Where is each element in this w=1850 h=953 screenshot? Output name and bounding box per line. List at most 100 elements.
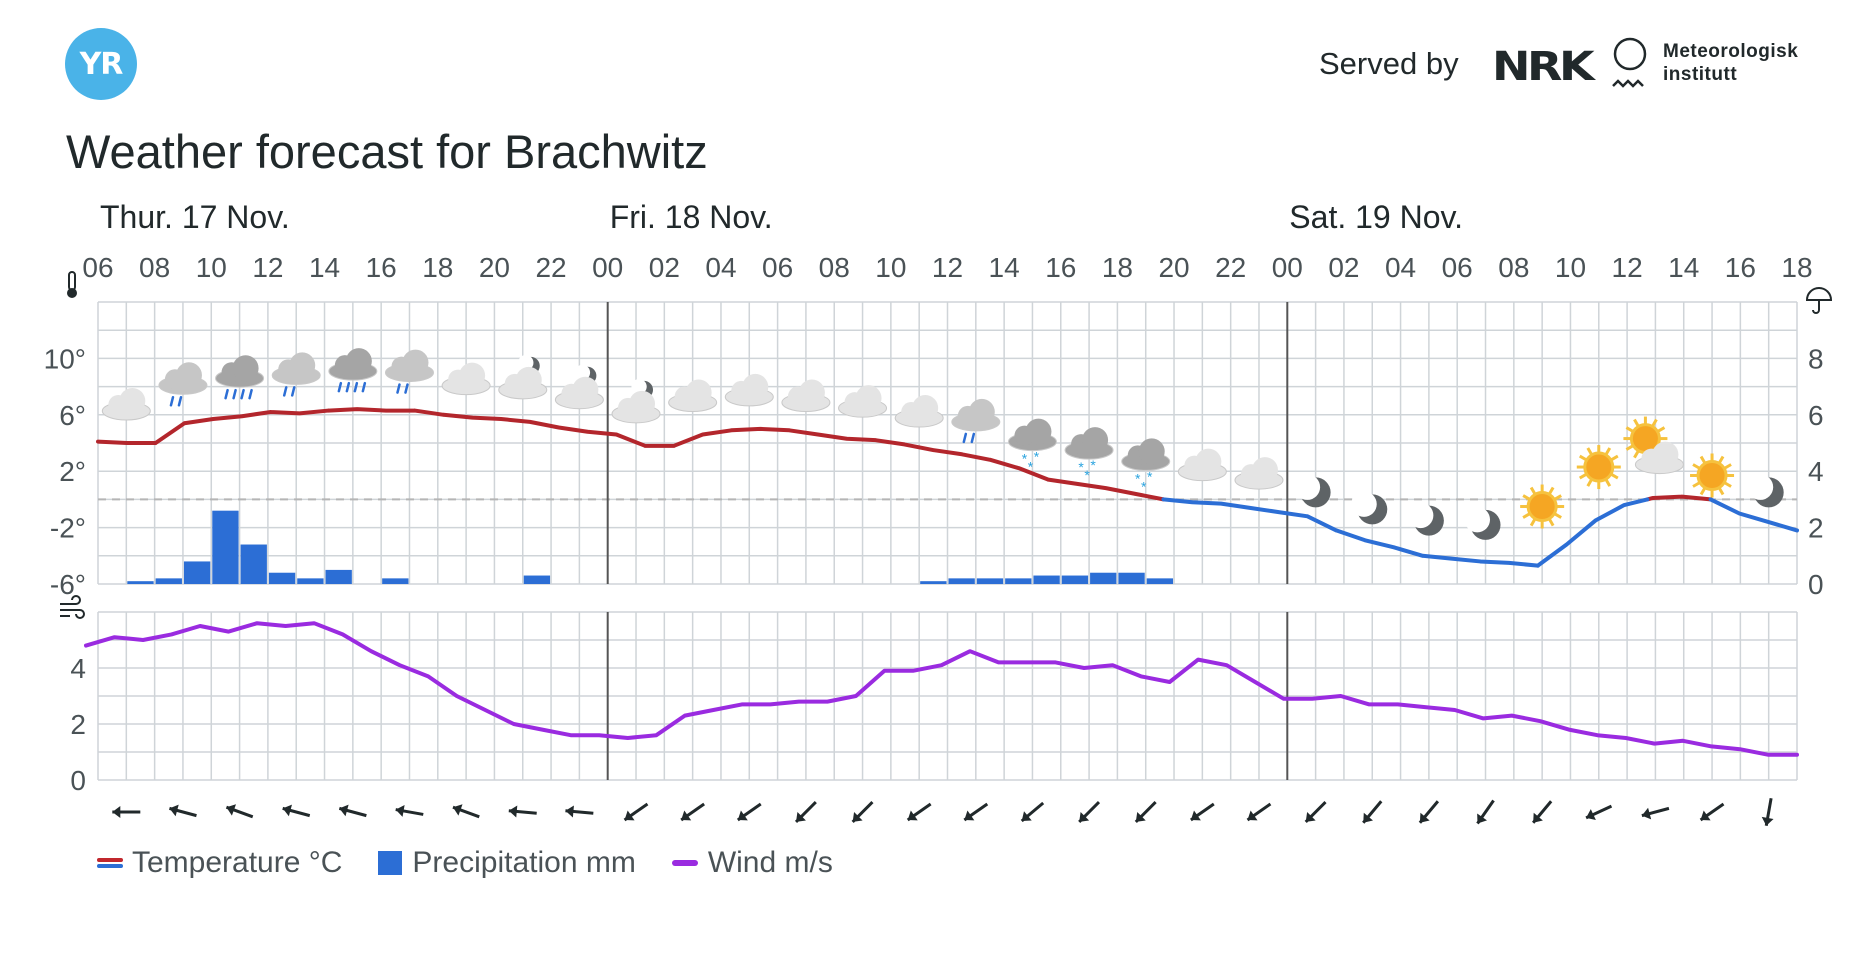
wind-direction-arrow xyxy=(1476,799,1495,825)
cloud-shape xyxy=(855,385,882,412)
wind-direction-arrow xyxy=(1078,801,1101,823)
page-title: Weather forecast for Brachwitz xyxy=(66,125,708,178)
hour-label: 06 xyxy=(1442,252,1473,283)
hour-label: 04 xyxy=(1385,252,1416,283)
arrow-head xyxy=(624,810,635,821)
weather-symbol-rain xyxy=(328,348,378,393)
cloud-shape xyxy=(289,352,316,379)
arrow-head xyxy=(226,804,236,816)
wind-direction-arrow xyxy=(680,802,705,822)
precipitation-bar xyxy=(523,575,551,584)
snow-flake: * xyxy=(1022,451,1028,467)
sun-ray xyxy=(1578,473,1587,480)
wind-direction-arrow xyxy=(1532,800,1553,824)
weather-symbol-cloudy xyxy=(441,362,491,396)
rain-drop xyxy=(282,386,288,397)
sun-ray xyxy=(1554,512,1562,519)
snow-flake: * xyxy=(1147,468,1153,484)
umbrella-icon xyxy=(1805,287,1833,314)
precipitation-swatch xyxy=(378,851,403,875)
snow-flake: * xyxy=(1084,467,1090,483)
hour-label: 14 xyxy=(309,252,340,283)
hour-label: 08 xyxy=(139,252,170,283)
rain-drop xyxy=(404,383,409,394)
temperature-tick-label: -6° xyxy=(50,569,86,600)
weather-symbol-moon xyxy=(1464,506,1501,540)
yr-logo[interactable]: YR xyxy=(65,28,137,100)
weather-symbol-cloudy xyxy=(894,395,944,428)
precipitation-bar xyxy=(155,578,182,584)
wind-direction-arrow xyxy=(282,804,311,818)
sun-ray xyxy=(1718,487,1725,496)
wind-direction-arrow xyxy=(395,805,424,817)
weather-symbol-cloudy xyxy=(781,379,831,413)
wind-direction-arrow xyxy=(906,802,932,822)
umbrella-icon-handle xyxy=(1812,300,1820,314)
sun-ray xyxy=(1548,486,1555,495)
hour-label: 02 xyxy=(1328,252,1359,283)
sun-ray xyxy=(1633,418,1640,427)
precipitation-bar xyxy=(325,569,352,584)
rain-drop xyxy=(345,381,351,393)
wind-direction-arrow xyxy=(1190,802,1215,822)
snow-flake: * xyxy=(1028,459,1034,475)
moon-cut xyxy=(574,364,591,381)
hour-label: 12 xyxy=(932,252,963,283)
hour-label: 18 xyxy=(1102,252,1133,283)
weather-symbol-cloudy xyxy=(1234,457,1284,490)
wind-direction-arrow xyxy=(1246,802,1272,822)
rain-drop xyxy=(232,388,237,400)
snow-flake: * xyxy=(1034,449,1040,465)
cloud-shape xyxy=(175,362,202,389)
weather-symbol-moon xyxy=(1294,474,1331,508)
legend-wind-label: Wind m/s xyxy=(707,846,833,879)
precipitation-bar xyxy=(297,578,324,584)
weather-symbol-sleet: * ** xyxy=(1121,438,1171,494)
precipitation-bar xyxy=(183,561,211,584)
cloud-shape xyxy=(345,348,372,375)
cloud-shape xyxy=(1082,427,1109,454)
snow-flake: * xyxy=(1090,457,1096,473)
sun-ray xyxy=(1724,463,1732,470)
hour-label: 12 xyxy=(1612,252,1643,283)
precipitation-bar xyxy=(212,510,239,584)
sun-ray xyxy=(1633,450,1640,459)
met-institutt-text: Meteorologisk institutt xyxy=(1663,41,1799,85)
day-label: Sat. 19 Nov. xyxy=(1289,199,1463,235)
hour-label: 10 xyxy=(875,252,906,283)
arrow-head xyxy=(1477,813,1487,824)
hour-label: 00 xyxy=(1272,252,1303,283)
arrow-head xyxy=(1363,812,1373,823)
sun-ray xyxy=(1578,454,1587,461)
weather-symbol-rain-light xyxy=(951,398,1001,444)
wind-direction-arrow xyxy=(1134,801,1157,823)
rain-drop xyxy=(290,386,296,397)
weather-symbol-partly-cloudy-night xyxy=(611,379,661,424)
weather-symbol-cloudy xyxy=(101,388,151,421)
cloud-shape xyxy=(798,379,825,406)
rain-drop xyxy=(240,388,245,400)
cloud-shape xyxy=(742,373,769,400)
nrk-logo[interactable]: NRK xyxy=(1492,44,1595,90)
hour-label: 06 xyxy=(762,252,793,283)
precipitation-tick-label: 0 xyxy=(1808,569,1824,600)
weather-symbol-rain-light xyxy=(384,349,434,394)
yr-logo-text: YR xyxy=(79,47,124,82)
umbrella-icon-canopy xyxy=(1805,287,1833,301)
wind-direction-arrow xyxy=(963,802,989,822)
arrow-head xyxy=(169,804,179,817)
arrow-head xyxy=(339,804,349,817)
cloud-shape xyxy=(1195,448,1222,475)
hour-label: 08 xyxy=(819,252,850,283)
wind-direction-arrow xyxy=(565,805,594,818)
temperature-tick-label: 2° xyxy=(59,456,86,487)
met-institutt-logo[interactable]: Meteorologisk institutt xyxy=(1610,36,1810,96)
weather-symbol-partly-cloudy-night xyxy=(554,364,604,410)
moon-cut xyxy=(1407,502,1434,529)
arrow-head xyxy=(796,812,806,822)
sun-ray xyxy=(1692,481,1700,488)
rain-drop xyxy=(224,388,229,400)
sun-ray xyxy=(1699,487,1706,496)
wind-line xyxy=(84,621,1799,757)
legend-wind: Wind m/s xyxy=(671,846,833,880)
